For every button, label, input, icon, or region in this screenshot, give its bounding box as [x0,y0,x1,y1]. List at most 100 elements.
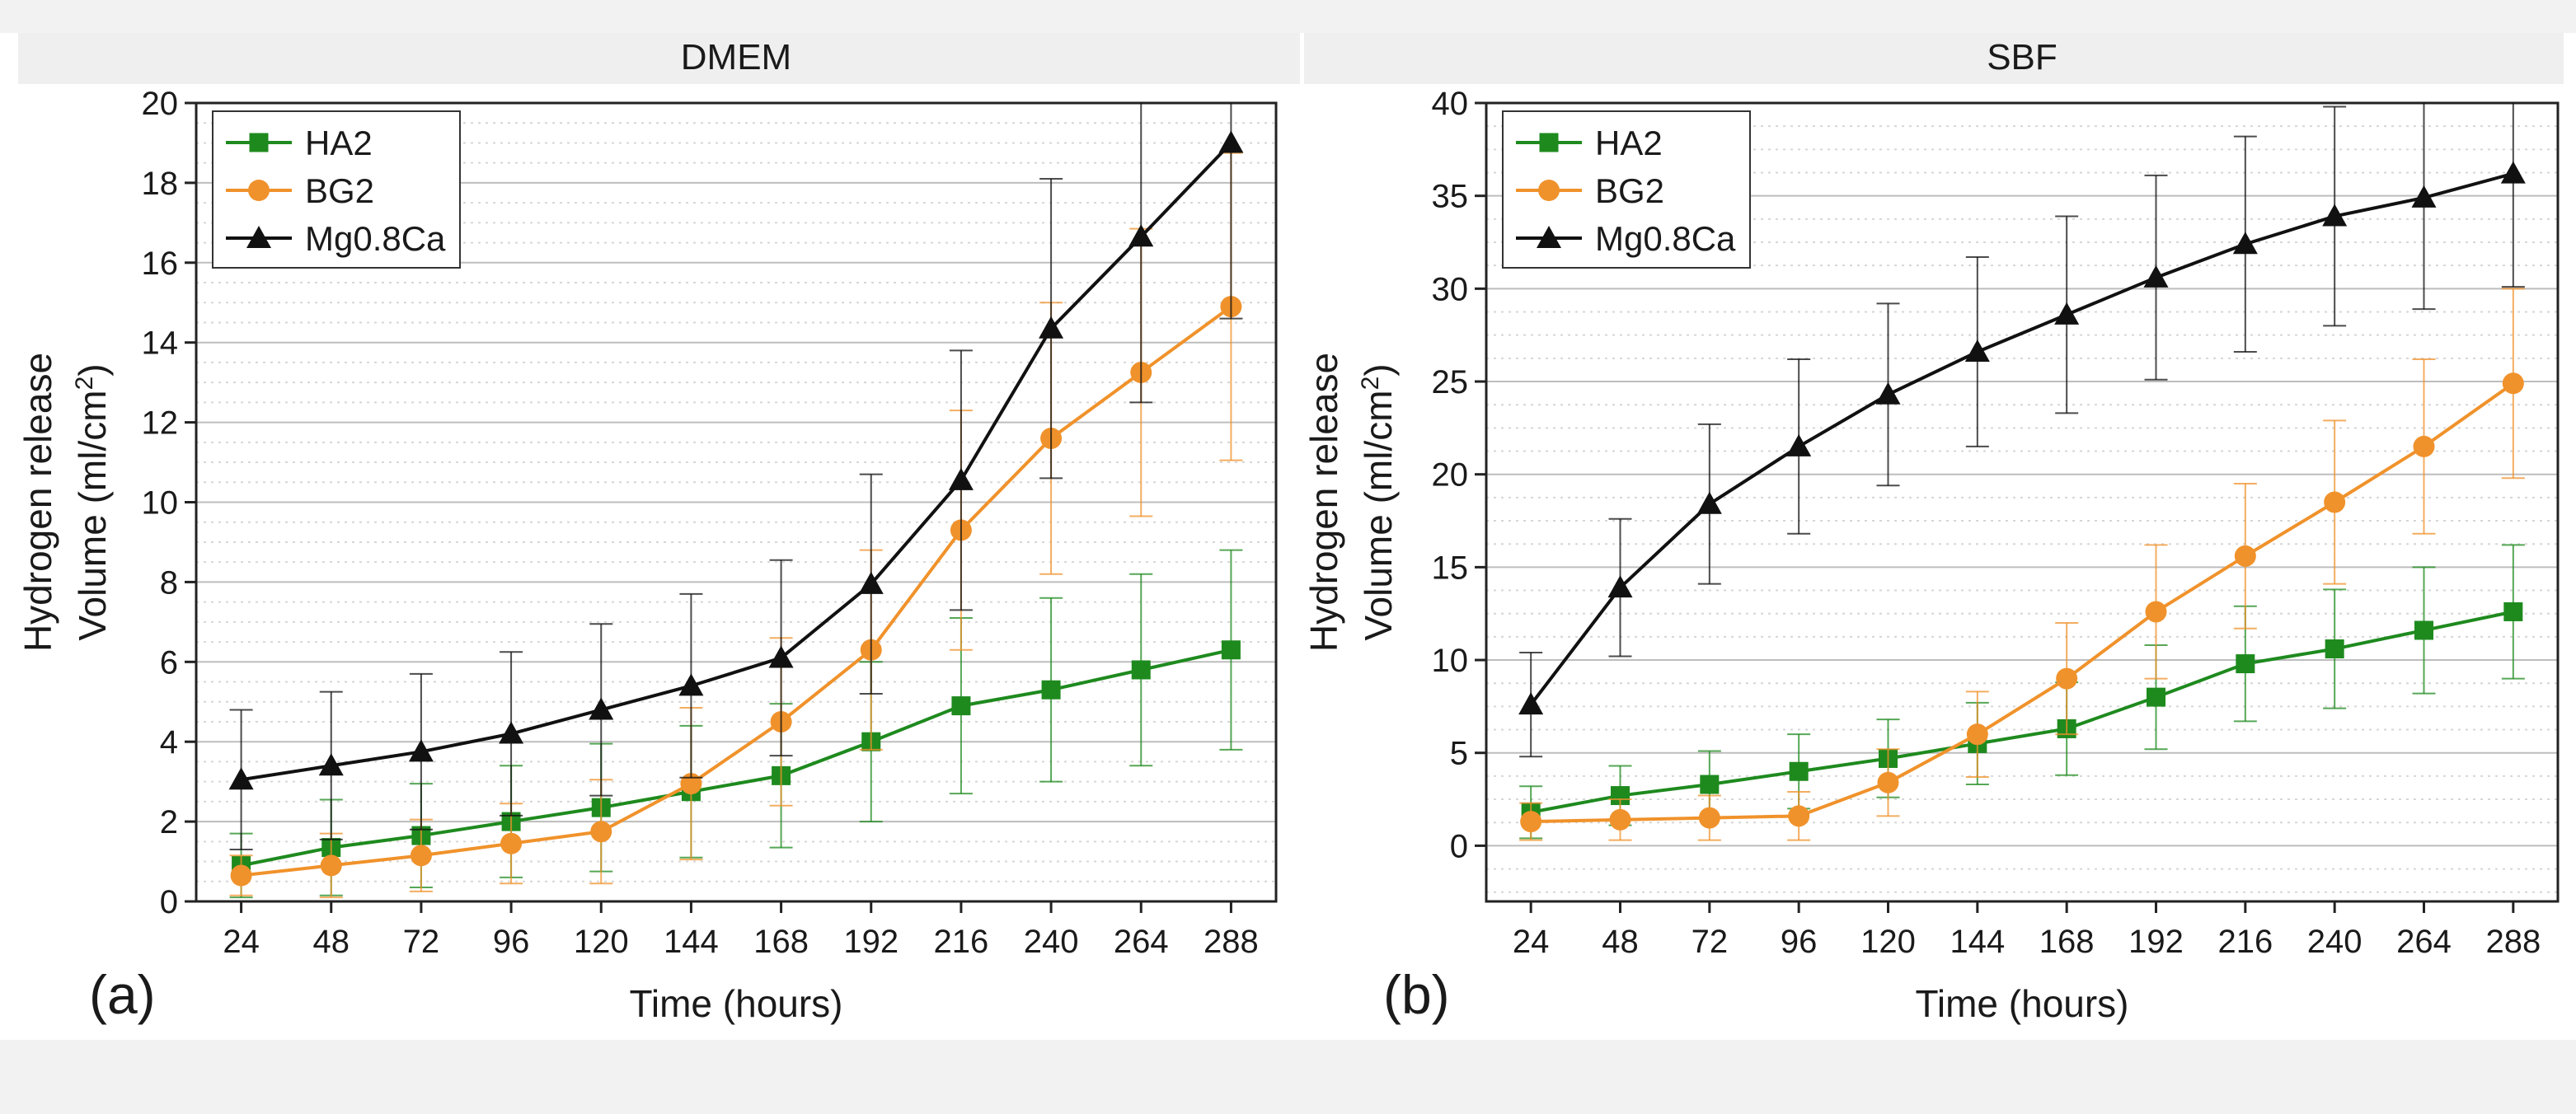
y-axis-label-superscript: 2 [1357,377,1384,391]
data-point-ha2 [2236,654,2255,674]
x-tick-label: 264 [1114,924,1169,960]
data-point-ha2 [1131,660,1151,680]
legend-label-bg2: BG2 [1595,171,1664,210]
data-point-bg2 [2502,372,2524,395]
data-point-mg0-8ca [2232,232,2258,255]
data-point-bg2 [1966,723,1988,746]
y-tick-label: 35 [1432,179,1469,215]
legend-marker-ha2 [1539,133,1559,152]
x-tick-label: 288 [2485,924,2541,960]
x-tick-label: 288 [1204,924,1259,960]
data-point-ha2 [1789,761,1809,781]
panel-label: (a) [89,964,156,1025]
plot-frame [195,101,1278,903]
y-tick-label: 8 [160,564,178,601]
y-axis-label-line2: Volume (ml/cm2) [71,363,114,640]
data-point-mg0-8ca [2143,264,2169,288]
plot-frame [1485,101,2560,903]
y-tick-label: 2 [160,804,178,840]
data-point-mg0-8ca [1964,339,1990,362]
top-band [0,0,2576,33]
data-point-mg0-8ca [499,721,524,744]
legend-marker-mg0-8ca [1537,226,1561,248]
chart-title: SBF [1987,37,2058,77]
data-point-mg0-8ca [2411,185,2437,208]
data-point-mg0-8ca [948,467,974,490]
series-line-bg2 [241,305,1232,878]
data-point-ha2 [1700,775,1720,794]
chart-title: DMEM [681,37,791,77]
data-point-bg2 [2413,435,2435,457]
data-point-mg0-8ca [1128,224,1154,247]
series-line-ha2 [1530,610,2514,814]
data-point-bg2 [410,845,432,867]
legend: HA2 BG2 Mg0.8Ca [1502,110,1751,269]
data-point-mg0-8ca [1786,433,1812,456]
legend-label-ha2: HA2 [1595,124,1663,162]
data-point-mg0-8ca [2054,302,2080,325]
data-point-bg2 [2145,601,2167,623]
data-point-mg0-8ca [2322,204,2348,227]
y-tick-label: 12 [142,405,179,442]
data-point-bg2 [2234,545,2256,567]
x-tick-label: 240 [2307,924,2363,960]
x-tick-label: 144 [664,924,719,960]
y-tick-label: 30 [1432,271,1469,307]
x-tick-label: 72 [1692,924,1729,960]
x-tick-label: 24 [223,924,260,960]
y-tick-label: 25 [1432,364,1469,400]
y-axis-label-line1: Hydrogen release [1302,353,1345,652]
legend-marker-bg2 [1538,180,1560,201]
data-point-bg2 [500,832,523,854]
y-axis-label-suffix: ) [71,363,114,376]
data-point-bg2 [1609,808,1631,831]
data-point-mg0-8ca [1607,575,1633,598]
y-tick-label: 0 [160,884,178,920]
y-tick-label: 15 [1432,550,1469,586]
data-point-mg0-8ca [678,673,704,696]
y-tick-label: 10 [142,485,179,522]
legend-label-ha2: HA2 [305,124,373,162]
y-tick-label: 16 [142,246,179,282]
x-tick-label: 48 [313,924,350,960]
legend-marker-bg2 [248,180,270,201]
data-point-bg2 [2056,667,2078,690]
data-point-mg0-8ca [2500,161,2526,184]
x-axis-label: Time (hours) [630,982,843,1025]
x-tick-label: 216 [2217,924,2273,960]
x-tick-label: 192 [843,924,899,960]
x-tick-label: 144 [1950,924,2005,960]
data-point-mg0-8ca [1518,692,1544,715]
data-point-mg0-8ca [768,645,794,668]
data-point-mg0-8ca [1039,316,1064,339]
chart-panel-2: 0 5 10 15 20 25 30 35 40 24 48 72 96 120 144 168 192 216 2… [1302,37,2560,1025]
data-point-bg2 [2324,491,2346,513]
data-point-bg2 [1520,811,1542,833]
data-point-ha2 [951,696,971,716]
data-point-bg2 [320,854,342,877]
legend-label-bg2: BG2 [305,171,374,210]
series-line-mg0-8ca [1529,171,2514,706]
legend-label-mg0-8ca: Mg0.8Ca [305,219,446,258]
series-line-mg0-8ca [241,142,1232,782]
data-point-bg2 [1698,807,1720,829]
data-point-mg0-8ca [589,697,614,720]
y-tick-label: 18 [142,166,179,202]
series-line-bg2 [1531,381,2514,824]
y-axis-label-prefix: Volume (ml/cm [1357,390,1400,640]
x-tick-label: 192 [2128,924,2184,960]
title-strip-left [18,33,1300,84]
legend-label-mg0-8ca: Mg0.8Ca [1595,219,1736,258]
data-point-ha2 [1221,640,1241,660]
data-point-mg0-8ca [408,739,434,762]
data-point-mg0-8ca [228,767,254,790]
x-tick-label: 240 [1024,924,1079,960]
x-tick-label: 264 [2396,924,2452,960]
y-tick-label: 40 [1432,86,1469,122]
y-tick-label: 14 [142,325,179,362]
x-tick-label: 120 [574,924,629,960]
y-tick-label: 5 [1450,736,1468,772]
data-point-ha2 [2147,687,2165,707]
bottom-band [0,1040,2576,1114]
